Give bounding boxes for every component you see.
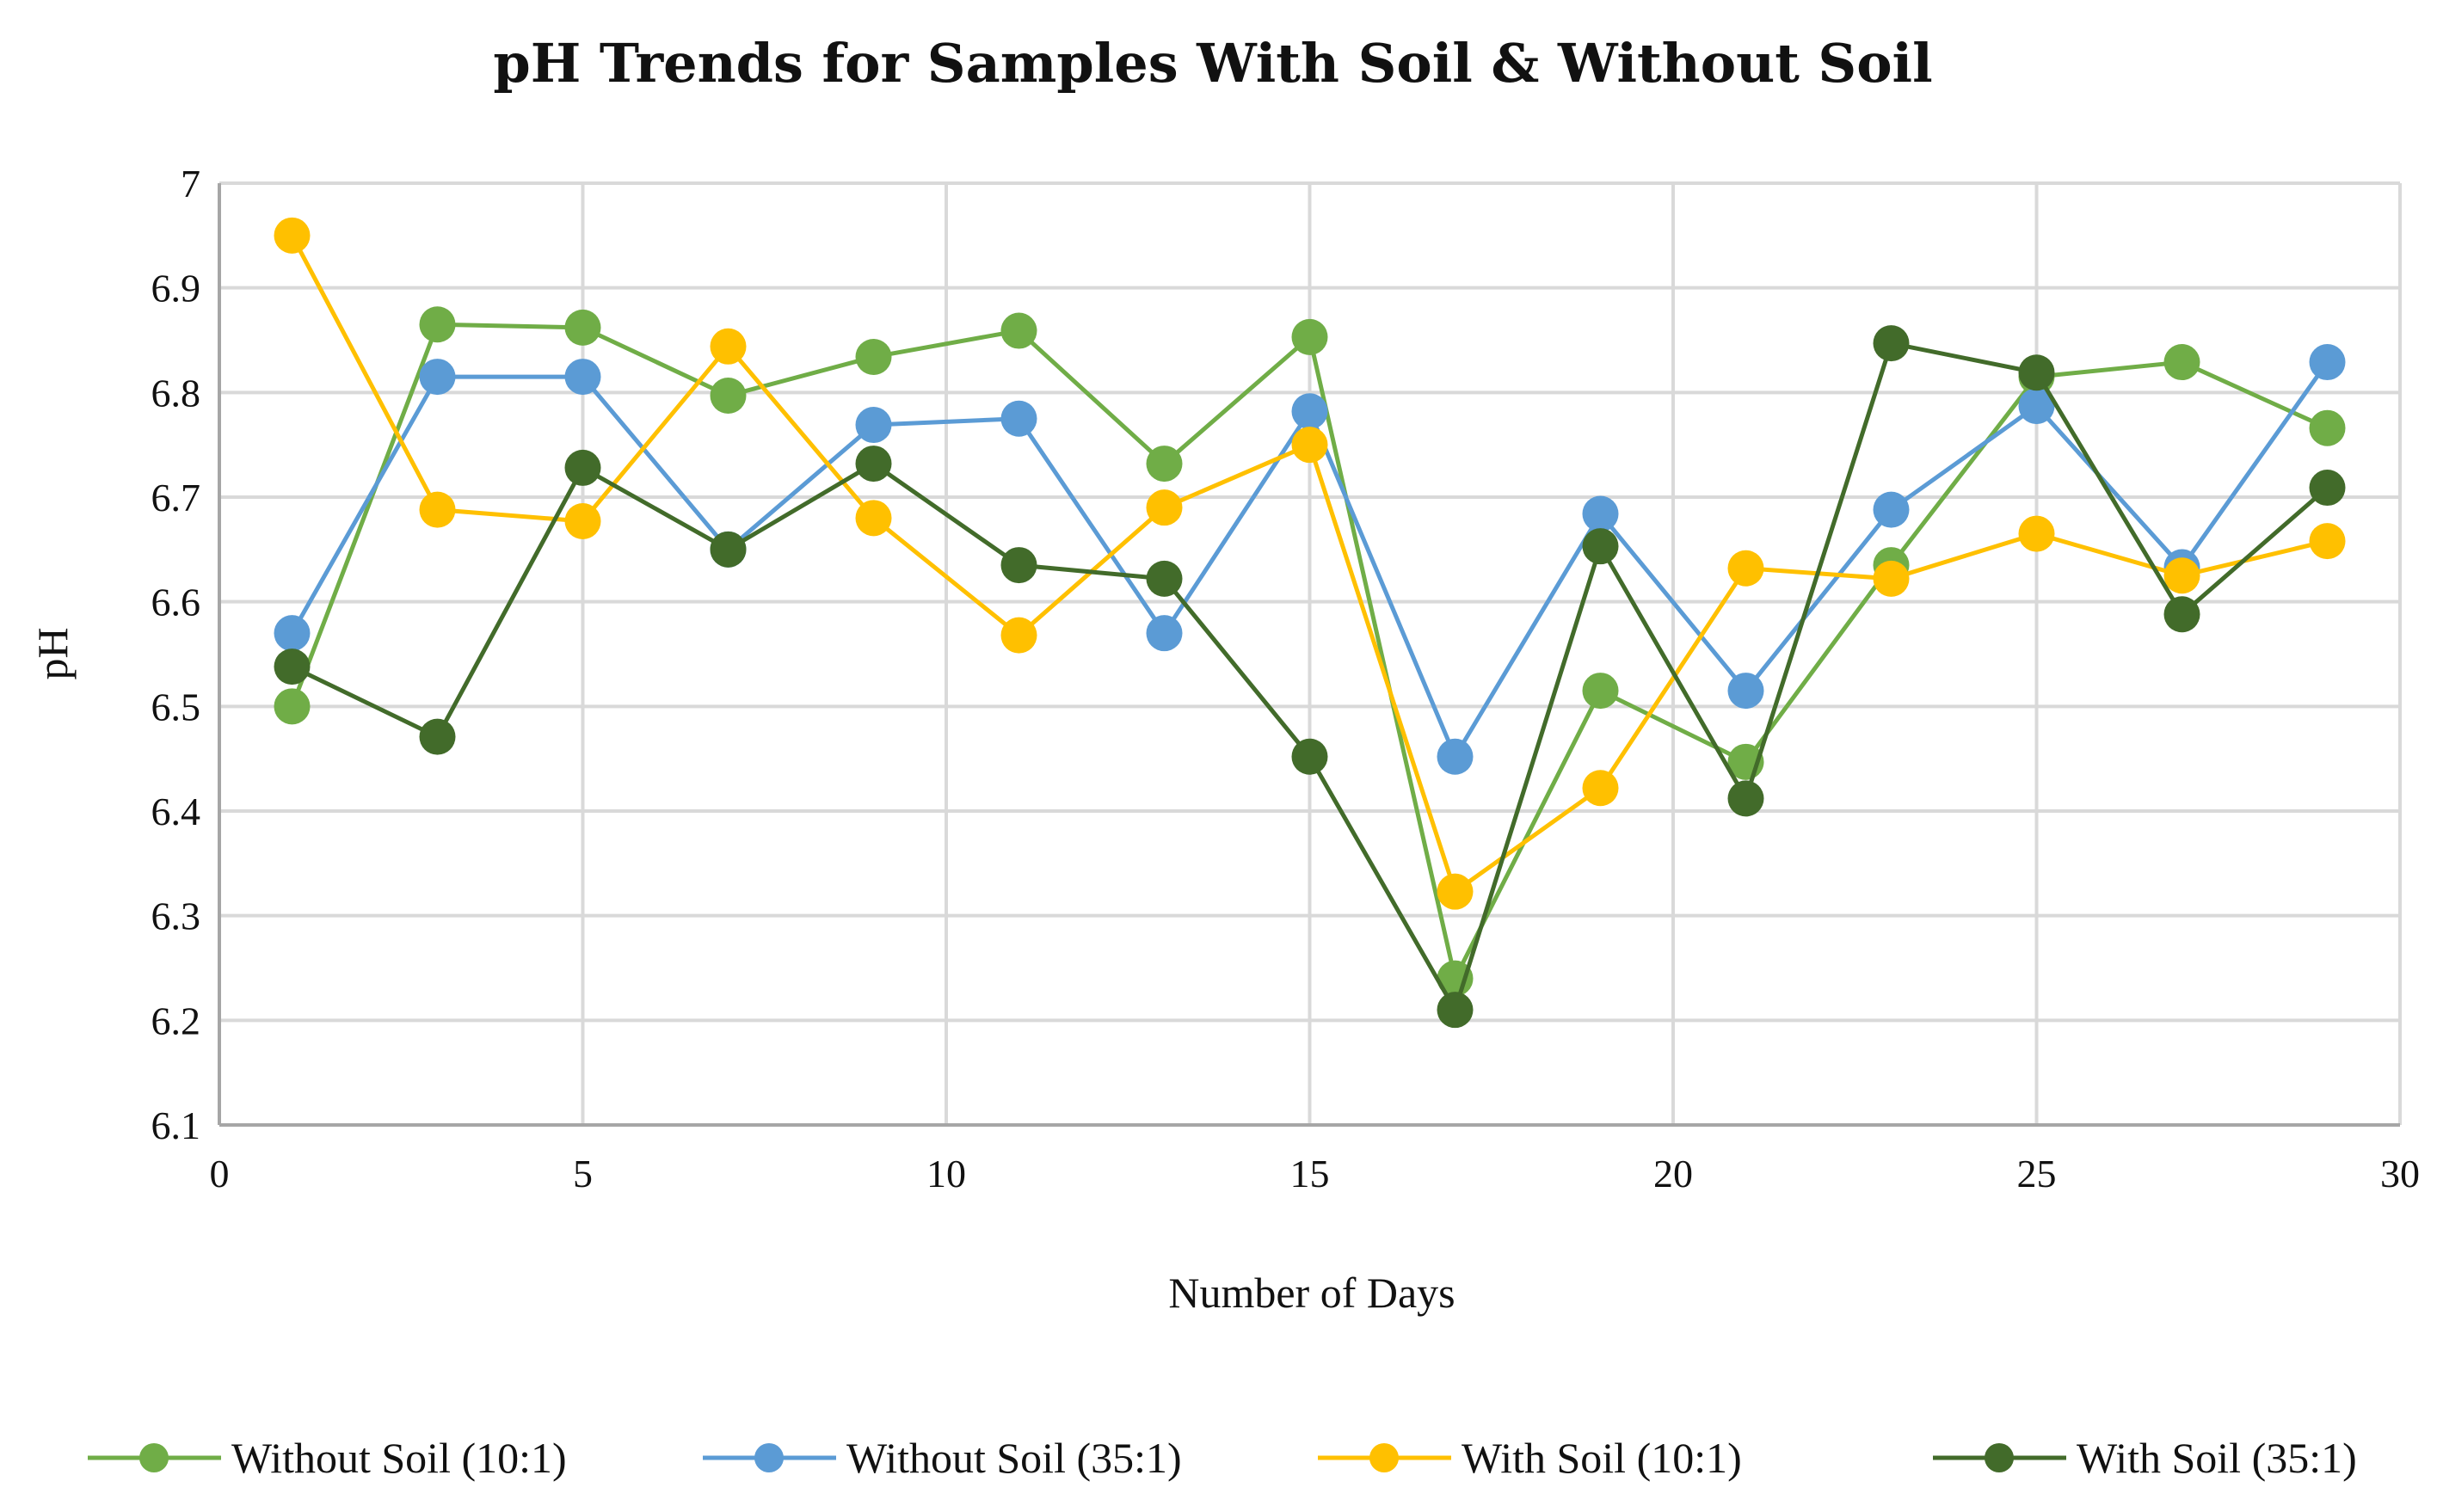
y-tick-label: 6.7 (151, 476, 201, 519)
data-point (1727, 673, 1764, 710)
data-point (855, 500, 892, 537)
data-point (1582, 528, 1619, 565)
axes (218, 183, 2400, 1127)
data-point (2018, 354, 2055, 391)
x-tick-label: 25 (2017, 1152, 2057, 1195)
data-point (855, 446, 892, 482)
data-point (1582, 673, 1619, 710)
series-4 (274, 325, 2346, 1029)
data-point (1146, 615, 1183, 652)
y-tick-label: 6.1 (151, 1103, 201, 1147)
data-point (1582, 770, 1619, 807)
legend-item-2: Without Soil (35:1) (703, 1434, 1182, 1482)
x-tick-label: 5 (573, 1152, 593, 1195)
y-tick-label: 6.5 (151, 685, 201, 728)
data-point (710, 328, 747, 365)
data-point (419, 491, 456, 528)
y-tick-label: 6.6 (151, 581, 201, 624)
x-axis-label: Number of Days (1168, 1269, 1455, 1317)
y-tick-label: 6.3 (151, 894, 201, 938)
data-point (1146, 446, 1183, 482)
legend-label: Without Soil (35:1) (846, 1434, 1182, 1482)
data-point (2163, 596, 2200, 633)
legend-label: Without Soil (10:1) (231, 1434, 567, 1482)
y-tick-label: 6.9 (151, 267, 201, 310)
x-tick-label: 30 (2380, 1152, 2420, 1195)
data-point (1146, 489, 1183, 526)
data-point (855, 338, 892, 375)
data-point (710, 377, 747, 414)
x-tick-label: 0 (210, 1152, 230, 1195)
legend-marker (1369, 1443, 1399, 1472)
data-point (564, 449, 601, 486)
x-tick-label: 15 (1290, 1152, 1330, 1195)
data-point (1000, 617, 1037, 654)
y-axis-ticks: 6.1 6.2 6.3 6.4 6.5 6.6 6.7 6.8 6.9 7 (151, 162, 201, 1147)
series-3 (274, 217, 2346, 910)
legend-marker (139, 1443, 169, 1472)
data-point (1437, 873, 1474, 910)
data-point (2309, 523, 2346, 560)
legend-item-3: With Soil (10:1) (1318, 1434, 1742, 1482)
y-tick-label: 6.2 (151, 999, 201, 1042)
legend-label: With Soil (10:1) (1462, 1434, 1742, 1482)
data-point (1437, 738, 1474, 775)
legend-marker (754, 1443, 784, 1472)
legend-item-1: Without Soil (10:1) (88, 1434, 567, 1482)
data-point (1146, 560, 1183, 597)
data-point (1727, 780, 1764, 817)
chart-title: pH Trends for Samples With Soil & Withou… (493, 32, 1932, 95)
y-axis-label: pH (28, 627, 77, 679)
data-point (1582, 495, 1619, 532)
data-point (274, 688, 311, 725)
data-point (564, 359, 601, 396)
series-group (274, 217, 2346, 1029)
data-point (1291, 427, 1328, 464)
data-point (2309, 344, 2346, 381)
data-point (2018, 388, 2055, 425)
data-point (2309, 409, 2346, 446)
data-point (419, 306, 456, 343)
data-point (419, 718, 456, 755)
data-point (274, 648, 311, 685)
y-tick-label: 6.8 (151, 371, 201, 415)
data-point (1291, 318, 1328, 355)
data-point (1873, 491, 1910, 528)
data-point (1000, 547, 1037, 584)
y-tick-label: 7 (181, 162, 200, 206)
data-point (274, 217, 311, 254)
data-point (1291, 738, 1328, 775)
data-point (2309, 470, 2346, 507)
data-point (1000, 400, 1037, 437)
x-axis-ticks: 0 5 10 15 20 25 30 (210, 1152, 2421, 1195)
legend-item-4: With Soil (35:1) (1933, 1434, 2357, 1482)
legend: Without Soil (10:1) Without Soil (35:1) Wi… (88, 1434, 2357, 1482)
data-point (855, 407, 892, 444)
x-tick-label: 10 (926, 1152, 966, 1195)
data-point (274, 615, 311, 652)
y-tick-label: 6.4 (151, 790, 201, 833)
data-point (2163, 344, 2200, 381)
data-point (710, 531, 747, 568)
legend-label: With Soil (35:1) (2077, 1434, 2357, 1482)
data-point (564, 309, 601, 346)
x-tick-label: 20 (1653, 1152, 1693, 1195)
data-point (1291, 393, 1328, 430)
data-point (1000, 312, 1037, 349)
data-point (1873, 560, 1910, 597)
data-point (2163, 557, 2200, 594)
data-point (2018, 515, 2055, 552)
data-point (419, 359, 456, 396)
data-point (564, 502, 601, 539)
legend-marker (1985, 1443, 2014, 1472)
data-point (1437, 992, 1474, 1029)
data-point (1873, 325, 1910, 362)
data-point (1727, 550, 1764, 587)
